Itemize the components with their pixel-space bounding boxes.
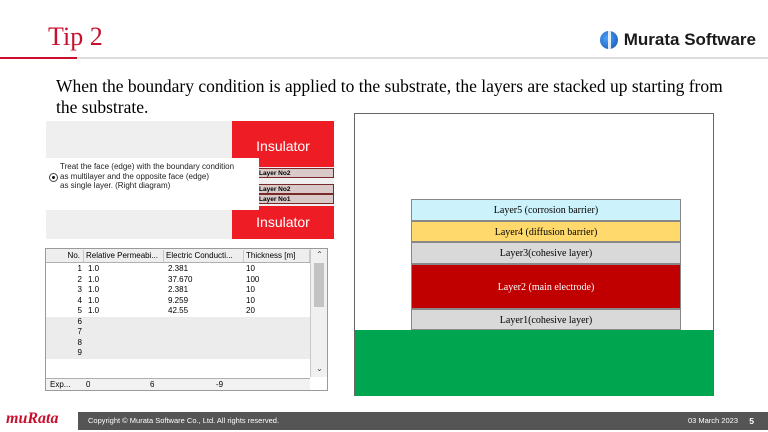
body-text: When the boundary condition is applied t…	[56, 76, 723, 117]
brand-logo: Murata Software	[599, 30, 756, 50]
scroll-down-icon[interactable]: ⌄	[316, 364, 323, 373]
page-number: 5	[749, 416, 754, 426]
cell-thickness[interactable]: 100	[246, 274, 260, 284]
cell-permeability[interactable]: 1.0	[88, 306, 100, 315]
cell-permeability[interactable]: 1.0	[88, 264, 100, 273]
title-rule	[0, 57, 768, 59]
cell-no[interactable]: 9	[77, 348, 82, 357]
footer-label: Exp...	[50, 380, 71, 389]
grid-header: No. Relative Permeabi... Electric Conduc…	[46, 249, 310, 263]
scroll-up-icon[interactable]: ⌃	[316, 250, 323, 259]
cell-no[interactable]: 1	[77, 264, 82, 273]
table-row[interactable]: 3 1.0 2.381 10	[46, 285, 310, 296]
footer-value-a[interactable]: 0	[86, 380, 91, 389]
layer-stack-diagram: Layer5 (corrosion barrier) Layer4 (diffus…	[354, 113, 714, 396]
cell-thickness[interactable]: 10	[246, 295, 255, 305]
cell-thickness[interactable]: 10	[246, 285, 255, 294]
multilayer-option[interactable]: Treat the face (edge) with the boundary …	[46, 158, 259, 210]
cell-no[interactable]: 3	[77, 285, 82, 294]
col-header-thickness[interactable]: Thickness [m]	[244, 250, 310, 262]
cell-conductivity[interactable]: 42.55	[168, 306, 189, 315]
substrate-block	[355, 330, 713, 396]
footer-bar: Copyright © Murata Software Co., Ltd. Al…	[78, 412, 768, 430]
cell-thickness[interactable]: 20	[246, 306, 255, 315]
layer-band-4: Layer4 (diffusion barrier)	[411, 221, 681, 242]
cell-no[interactable]: 4	[77, 295, 82, 305]
cell-conductivity[interactable]: 2.381	[168, 264, 189, 273]
footer-value-b[interactable]: 6	[150, 380, 155, 389]
col-header-no[interactable]: No.	[46, 250, 84, 262]
radio-selected-icon[interactable]	[49, 173, 58, 182]
table-row[interactable]: 2 1.0 37.670 100	[46, 275, 310, 286]
layer-band-3: Layer3(cohesive layer)	[411, 242, 681, 264]
layer-band-1: Layer1(cohesive layer)	[411, 309, 681, 330]
table-row[interactable]: 9	[46, 348, 310, 359]
cell-permeability[interactable]: 1.0	[88, 285, 100, 294]
footer-value-c[interactable]: -9	[216, 380, 224, 389]
boundary-dialog: Insulator Layer No2 Layer No2 Layer No1 …	[46, 121, 334, 239]
table-row[interactable]: 5 1.0 42.55 20	[46, 306, 310, 317]
cell-thickness[interactable]: 10	[246, 264, 255, 273]
cell-conductivity[interactable]: 9.259	[168, 295, 189, 305]
copyright-text: Copyright © Murata Software Co., Ltd. Al…	[88, 416, 280, 425]
grid-footer-row: Exp... 0 6 -9	[46, 378, 310, 390]
brand-name: Murata Software	[623, 30, 756, 49]
grid-scrollbar[interactable]: ⌃ ⌄	[310, 249, 327, 377]
cell-no[interactable]: 7	[77, 327, 82, 336]
table-row[interactable]: 8	[46, 337, 310, 348]
cell-no[interactable]: 5	[77, 306, 82, 315]
layer-band-2: Layer2 (main electrode)	[411, 264, 681, 309]
insulator-bottom: Insulator	[232, 206, 334, 239]
murata-logo: muRata	[6, 410, 59, 427]
cell-no[interactable]: 8	[77, 337, 82, 347]
table-row[interactable]: 6	[46, 316, 310, 327]
table-row[interactable]: 7	[46, 327, 310, 338]
option-text-line3: as single layer. (Right diagram)	[60, 181, 171, 190]
col-header-permeability[interactable]: Relative Permeabi...	[84, 250, 164, 262]
slide-title: Tip 2	[48, 22, 103, 51]
globe-logo-icon	[599, 31, 618, 49]
option-text-line2: as multilayer and the opposite face (edg…	[60, 171, 209, 181]
scroll-thumb[interactable]	[314, 263, 324, 307]
table-row[interactable]: 4 1.0 9.259 10	[46, 296, 310, 307]
footer: muRata Copyright © Murata Software Co., …	[0, 410, 768, 432]
cell-no[interactable]: 2	[77, 274, 82, 284]
col-header-conductivity[interactable]: Electric Conducti...	[164, 250, 244, 262]
cell-permeability[interactable]: 1.0	[88, 295, 100, 305]
cell-permeability[interactable]: 1.0	[88, 274, 100, 284]
footer-date: 03 March 2023	[687, 416, 738, 425]
option-text-line1: Treat the face (edge) with the boundary …	[60, 162, 235, 171]
table-row[interactable]: 1 1.0 2.381 10	[46, 264, 310, 275]
cell-no[interactable]: 6	[77, 316, 82, 326]
cell-conductivity[interactable]: 2.381	[168, 285, 189, 294]
layer-properties-grid: No. Relative Permeabi... Electric Conduc…	[45, 248, 328, 391]
cell-conductivity[interactable]: 37.670	[168, 274, 193, 284]
layer-band-5: Layer5 (corrosion barrier)	[411, 199, 681, 221]
